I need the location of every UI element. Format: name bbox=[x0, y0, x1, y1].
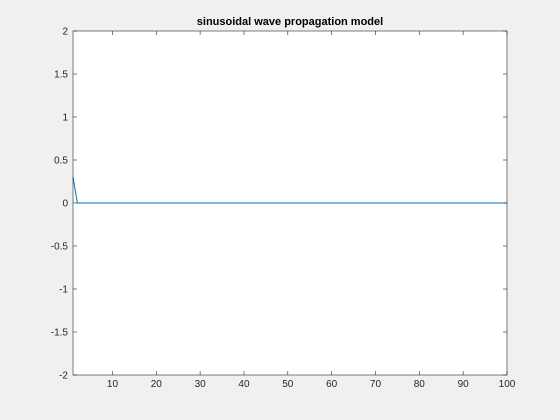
x-tick-label: 90 bbox=[458, 379, 470, 390]
series-layer bbox=[72, 177, 507, 204]
x-tick-label: 100 bbox=[499, 379, 516, 390]
x-tick-label: 10 bbox=[107, 379, 119, 390]
x-axis: 10 20 30 40 50 60 70 80 90 100 bbox=[107, 31, 516, 390]
chart-title: sinusoidal wave propagation model bbox=[197, 16, 383, 28]
y-tick-label: -1 bbox=[59, 285, 68, 296]
x-tick-label: 50 bbox=[282, 379, 294, 390]
x-tick-label: 80 bbox=[414, 379, 426, 390]
y-tick-label: -1.5 bbox=[51, 328, 69, 339]
y-tick-label: -0.5 bbox=[51, 242, 69, 253]
y-tick-label: 0 bbox=[62, 199, 68, 210]
y-axis: -2 -1.5 -1 -0.5 0 0.5 1 1.5 2 bbox=[51, 27, 507, 382]
x-tick-label: 70 bbox=[370, 379, 382, 390]
y-tick-label: 1.5 bbox=[54, 70, 68, 81]
series-line bbox=[72, 177, 507, 204]
x-tick-label: 60 bbox=[326, 379, 338, 390]
y-tick-label: -2 bbox=[59, 371, 68, 382]
x-tick-label: 30 bbox=[195, 379, 207, 390]
y-tick-label: 1 bbox=[62, 113, 68, 124]
y-tick-label: 2 bbox=[62, 27, 68, 38]
y-tick-label: 0.5 bbox=[54, 156, 68, 167]
x-tick-label: 20 bbox=[151, 379, 163, 390]
x-tick-label: 40 bbox=[238, 379, 250, 390]
